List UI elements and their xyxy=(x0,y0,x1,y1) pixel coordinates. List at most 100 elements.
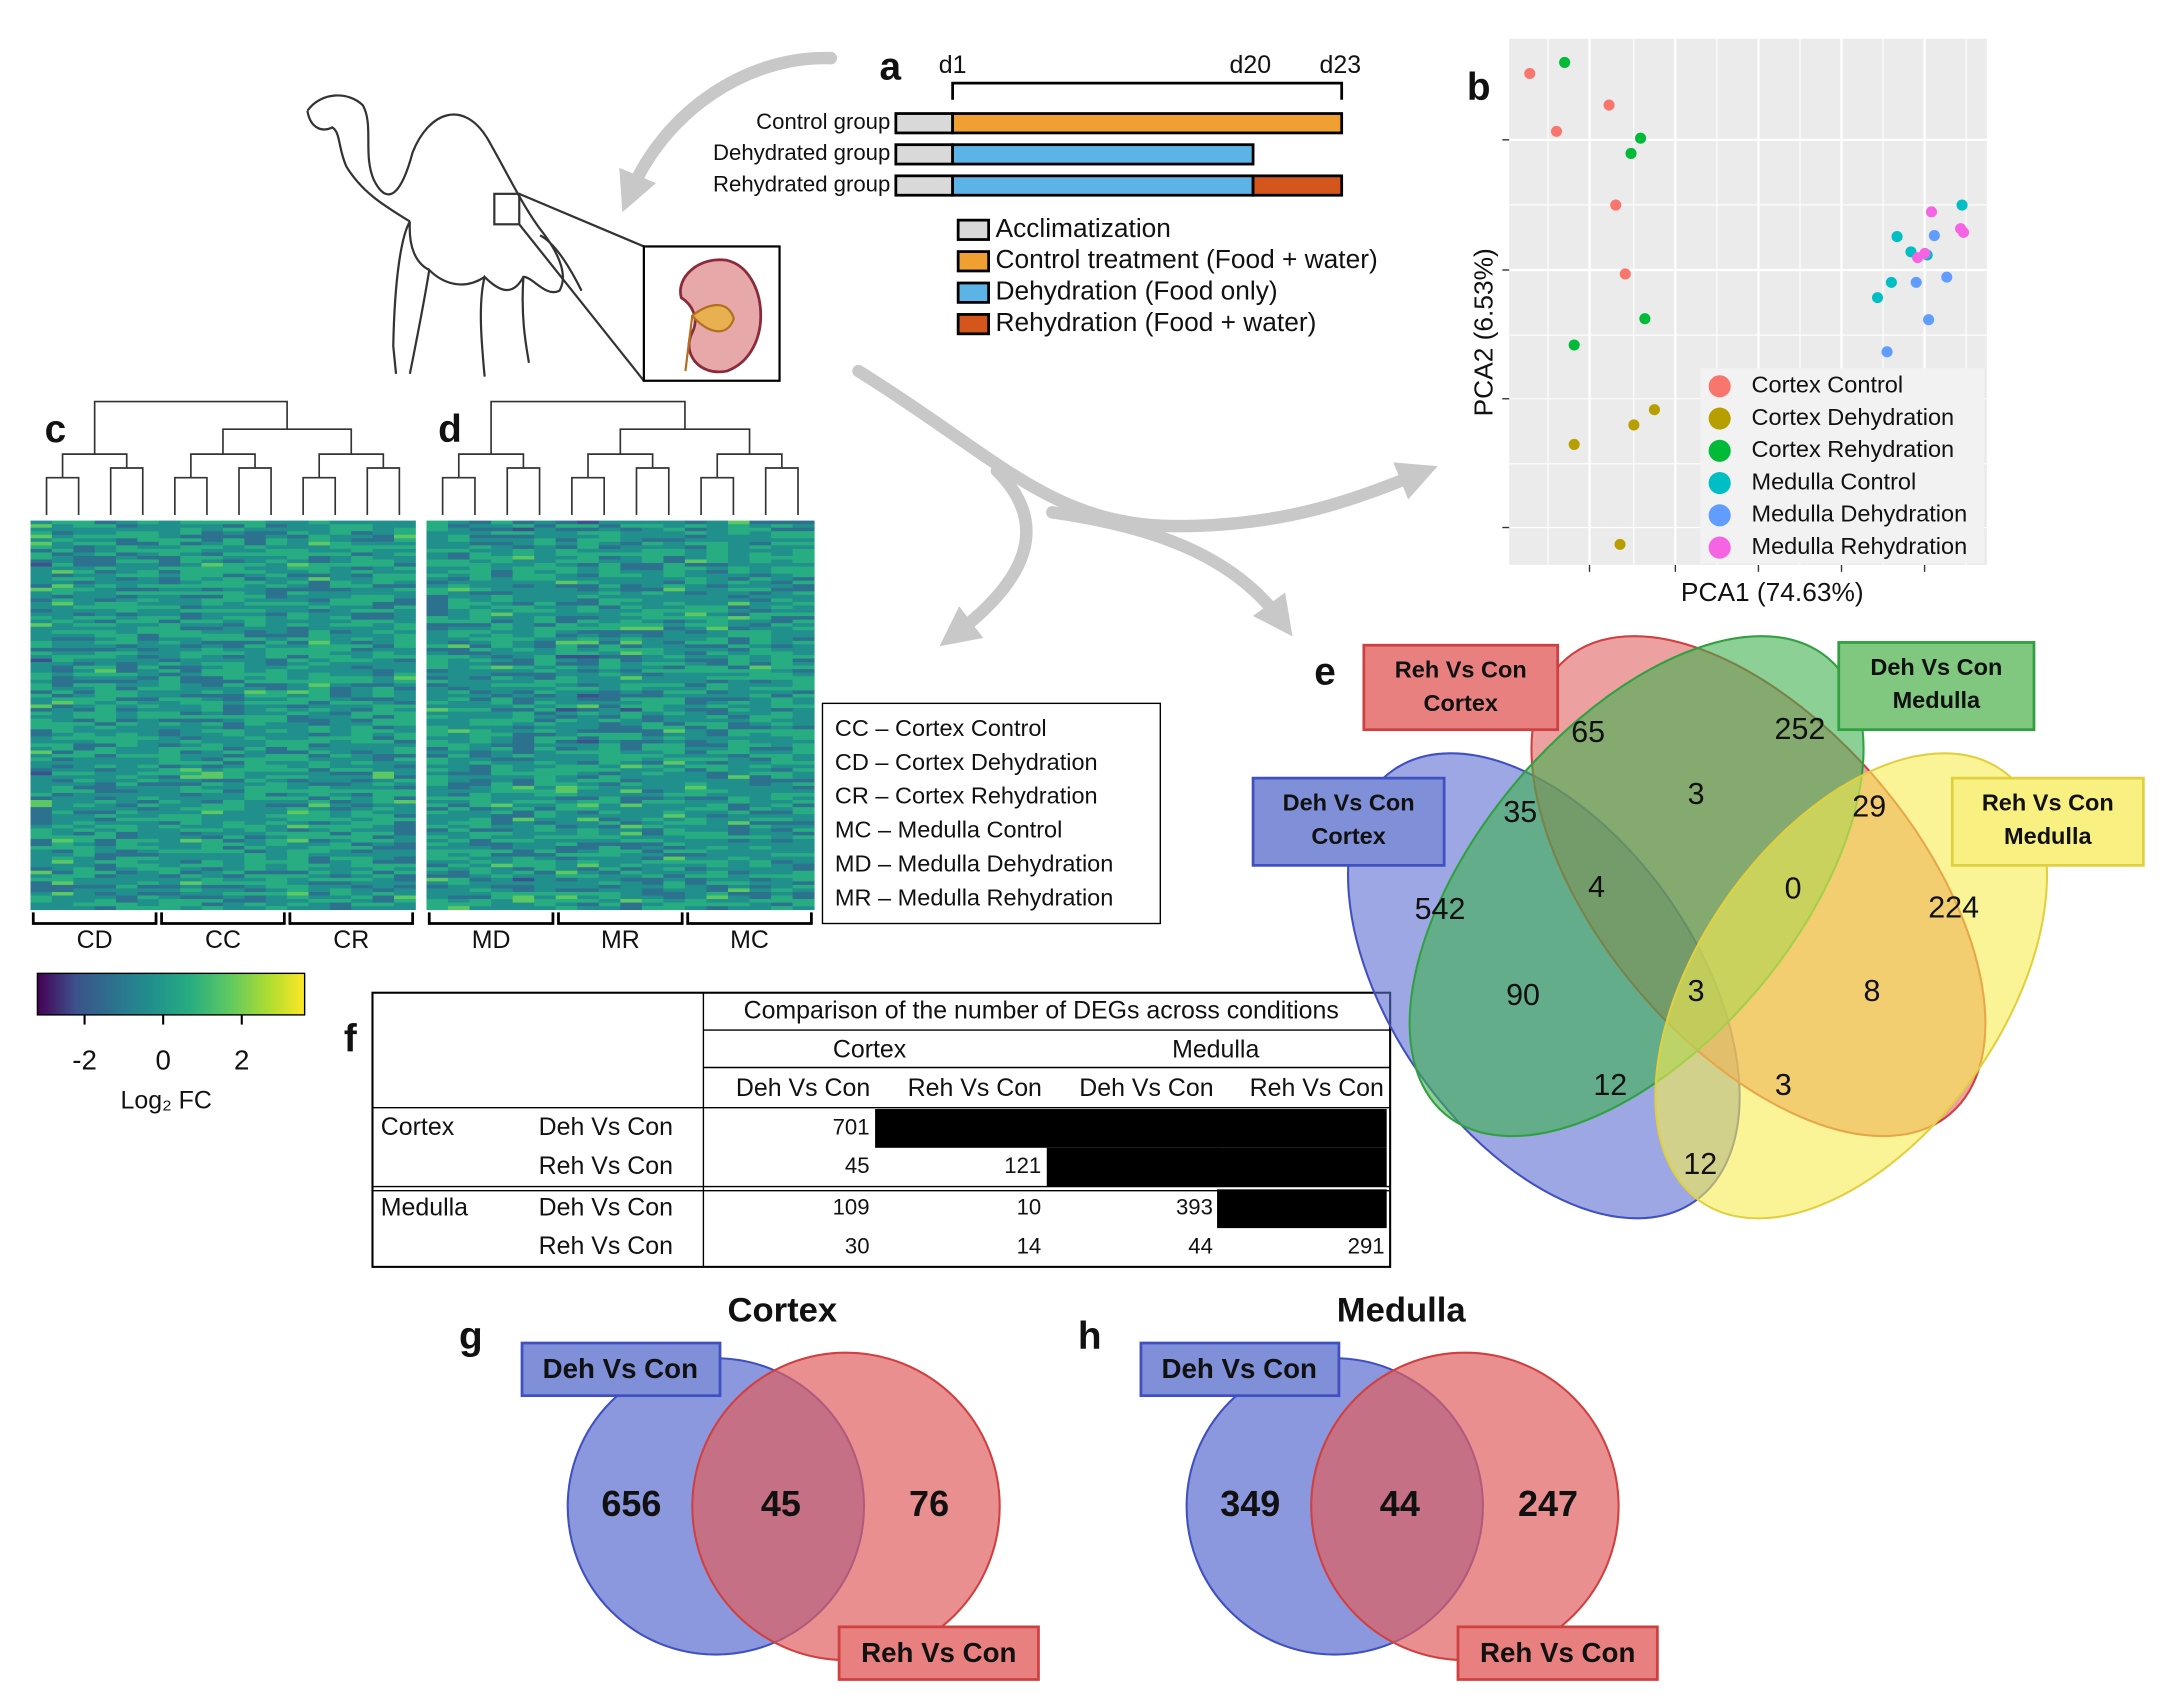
heatmap-cell xyxy=(158,566,181,571)
heatmap-cell xyxy=(30,792,53,797)
heatmap-cell xyxy=(512,838,535,843)
heatmap-cell xyxy=(201,761,224,766)
heatmap-cell xyxy=(448,552,470,557)
heatmap-cell xyxy=(265,630,288,635)
heatmap-cell xyxy=(287,697,309,702)
heatmap-cell xyxy=(329,672,352,677)
heatmap-cell xyxy=(180,888,202,893)
heatmap-cell xyxy=(351,570,374,575)
heatmap-cell xyxy=(137,690,160,695)
heatmap-cell xyxy=(329,563,352,567)
heatmap-cell xyxy=(394,693,416,698)
heatmap-cell xyxy=(641,662,664,667)
heatmap-cell xyxy=(577,587,600,592)
heatmap-cell xyxy=(792,669,815,674)
heatmap-cell xyxy=(137,764,160,769)
heatmap-cell xyxy=(598,796,621,801)
heatmap-cell xyxy=(137,693,160,698)
heatmap-cell xyxy=(372,559,395,564)
heatmap-cell xyxy=(749,665,772,670)
heatmap-cell xyxy=(308,669,331,674)
heatmap-cell xyxy=(265,612,288,617)
heatmap-cell xyxy=(684,775,707,780)
heatmap-cell xyxy=(180,835,202,840)
heatmap-cell xyxy=(51,538,74,543)
heatmap-cell xyxy=(180,555,202,560)
heatmap-cell xyxy=(598,676,621,681)
heatmap-cell xyxy=(663,662,686,667)
heatmap-cell xyxy=(512,792,535,797)
heatmap-cell xyxy=(73,891,96,896)
heatmap-cell xyxy=(491,863,514,868)
heatmap-cell xyxy=(448,637,470,642)
heatmap-cell xyxy=(534,655,557,659)
heatmap-cell xyxy=(137,559,160,564)
heatmap-cell xyxy=(308,867,331,872)
heatmap-cell xyxy=(706,888,729,893)
heatmap-cell xyxy=(469,609,492,613)
heatmap-cell xyxy=(469,835,492,840)
heatmap-cell xyxy=(620,715,643,720)
heatmap-cell xyxy=(534,831,557,836)
table-value: 10 xyxy=(1017,1195,1042,1220)
heatmap-cell xyxy=(308,541,331,546)
heatmap-cell xyxy=(30,739,53,744)
dendrogram xyxy=(619,428,751,455)
point xyxy=(1603,99,1615,111)
heatmap-cell xyxy=(116,768,138,773)
heatmap-cell xyxy=(351,800,374,804)
heatmap-cell xyxy=(73,640,96,645)
heatmap-cell xyxy=(749,573,772,578)
heatmap-cell xyxy=(663,746,686,751)
heatmap-cell xyxy=(116,835,138,840)
heatmap-cell xyxy=(30,814,53,819)
heatmap-cell xyxy=(469,792,492,797)
heatmap-cell xyxy=(137,563,160,567)
heatmap-cell xyxy=(534,697,557,702)
heatmap-cell xyxy=(329,899,352,904)
heatmap-cell xyxy=(394,761,416,766)
heatmap-cell xyxy=(598,867,621,872)
heatmap-cell xyxy=(792,700,815,705)
heatmap-cell xyxy=(512,877,535,882)
heatmap-cell xyxy=(73,711,96,716)
heatmap-cell xyxy=(51,785,74,790)
heatmap-cell xyxy=(555,754,578,758)
heatmap-cell xyxy=(448,566,470,571)
heatmap-cell xyxy=(749,782,772,787)
heatmap-cell xyxy=(244,598,267,603)
heatmap-cell xyxy=(448,863,470,868)
heatmap-cell xyxy=(73,817,96,822)
heatmap-cell xyxy=(222,768,245,773)
heatmap-cell xyxy=(749,612,772,617)
heatmap-cell xyxy=(598,524,621,529)
heatmap-cell xyxy=(73,619,96,624)
heatmap-cell xyxy=(663,534,686,539)
heatmap-cell xyxy=(684,566,707,571)
heatmap-cell xyxy=(534,881,557,886)
heatmap-cell xyxy=(641,527,664,532)
heatmap-cell xyxy=(351,821,374,826)
group-label: CD xyxy=(77,926,113,954)
heatmap-cell xyxy=(448,800,470,804)
heatmap-cell xyxy=(158,722,181,727)
point xyxy=(1957,226,1970,238)
heatmap-cell xyxy=(94,538,117,543)
heatmap-cell xyxy=(555,789,578,794)
heatmap-cell xyxy=(728,676,750,681)
heatmap-cell xyxy=(394,718,416,723)
legend-swatch xyxy=(956,218,991,241)
heatmap-cell xyxy=(728,655,750,659)
heatmap-cell xyxy=(329,651,352,656)
heatmap-cell xyxy=(158,906,181,911)
heatmap-cell xyxy=(158,555,181,560)
group-label: CR xyxy=(333,926,369,954)
heatmap-cell xyxy=(448,782,470,787)
heatmap-cell xyxy=(555,555,578,560)
heatmap-cell xyxy=(287,662,309,667)
heatmap-cell xyxy=(728,708,750,713)
heatmap-cell xyxy=(201,637,224,642)
heatmap-cell xyxy=(792,895,815,900)
heatmap-cell xyxy=(491,853,514,858)
heatmap-cell xyxy=(201,821,224,826)
